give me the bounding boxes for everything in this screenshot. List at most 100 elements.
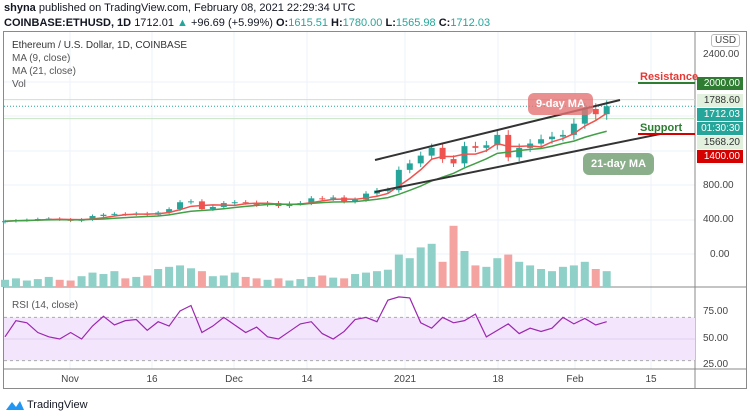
volume-bar bbox=[33, 279, 42, 287]
chart-title: Ethereum / U.S. Dollar, 1D, COINBASE bbox=[12, 40, 188, 51]
volume-bar bbox=[143, 275, 152, 287]
volume-bar bbox=[515, 261, 524, 287]
low: 1565.98 bbox=[395, 17, 436, 29]
open-label: O: bbox=[275, 17, 289, 29]
candle bbox=[417, 155, 424, 164]
volume-bar bbox=[263, 279, 272, 287]
symbol: COINBASE:ETHUSD, 1D bbox=[4, 17, 132, 29]
candle bbox=[439, 147, 446, 160]
high-label: H: bbox=[331, 17, 343, 29]
volume-bar bbox=[11, 278, 20, 287]
volume-bar bbox=[219, 275, 228, 287]
candle bbox=[330, 197, 337, 199]
price-tick: 400.00 bbox=[703, 214, 734, 225]
volume-bar bbox=[471, 265, 480, 287]
last-price-tag: 1712.03 bbox=[697, 108, 743, 121]
candle bbox=[2, 221, 8, 223]
publish-date: published on TradingView.com, February 0… bbox=[38, 2, 356, 14]
time-tick: 14 bbox=[301, 374, 313, 385]
volume-bar bbox=[66, 280, 75, 287]
volume-bar bbox=[591, 269, 600, 287]
volume-bar bbox=[460, 251, 469, 287]
time-tick: Nov bbox=[61, 374, 79, 385]
volume-bar bbox=[329, 277, 338, 287]
candle bbox=[428, 147, 435, 156]
volume-bar bbox=[580, 261, 589, 287]
candle bbox=[177, 202, 184, 210]
candle bbox=[395, 169, 402, 191]
candle bbox=[100, 214, 107, 217]
volume-bar bbox=[383, 269, 392, 287]
volume-bar bbox=[274, 278, 283, 287]
resistance-price-tag: 2000.00 bbox=[697, 77, 743, 90]
close: 1712.03 bbox=[450, 17, 491, 29]
price-tick: 0.00 bbox=[710, 249, 730, 260]
candle bbox=[570, 123, 577, 135]
price-tick: 800.00 bbox=[703, 180, 734, 191]
candle bbox=[406, 163, 413, 170]
volume-bar bbox=[558, 266, 567, 287]
volume-bar bbox=[504, 254, 513, 287]
candle bbox=[111, 213, 118, 215]
candle bbox=[559, 134, 566, 137]
legend-rsi: RSI (14, close) bbox=[12, 300, 79, 311]
volume-bar bbox=[307, 276, 316, 287]
volume-bar bbox=[537, 269, 546, 287]
resistance-label: Resistance bbox=[640, 71, 699, 83]
tradingview-logo[interactable]: TradingView bbox=[6, 399, 88, 411]
volume-bar bbox=[1, 279, 9, 287]
candle bbox=[166, 209, 173, 213]
candle bbox=[549, 136, 555, 140]
candle bbox=[483, 145, 490, 148]
time-tick: Dec bbox=[225, 374, 243, 385]
low-price-tag: 1568.20 bbox=[697, 136, 743, 149]
volume-bar bbox=[602, 271, 611, 287]
volume-bar bbox=[208, 276, 217, 287]
tradingview-logo-icon bbox=[6, 401, 24, 410]
time-tick: 16 bbox=[146, 374, 158, 385]
support-label: Support bbox=[640, 122, 683, 134]
volume-bar bbox=[55, 279, 64, 287]
volume-bar bbox=[351, 274, 360, 287]
ma9-line bbox=[4, 112, 608, 222]
volume-bar bbox=[569, 265, 578, 287]
legend-ma21: MA (21, close) bbox=[12, 66, 76, 77]
low-label: L: bbox=[385, 17, 396, 29]
volume-bar bbox=[340, 278, 349, 287]
change: +96.69 (+5.99%) bbox=[190, 17, 273, 29]
ma21-line bbox=[4, 130, 607, 222]
volume-bar bbox=[405, 258, 414, 287]
volume-bar bbox=[362, 272, 371, 287]
high: 1780.00 bbox=[342, 17, 383, 29]
publisher: shyna bbox=[4, 2, 36, 14]
channel-lower bbox=[374, 133, 661, 193]
high-price-tag: 1788.60 bbox=[697, 94, 743, 107]
up-arrow-icon: ▲ bbox=[177, 17, 188, 29]
rsi-line bbox=[4, 296, 607, 340]
volume-bar bbox=[230, 272, 239, 287]
volume-bar bbox=[449, 225, 458, 287]
legend-ma9: MA (9, close) bbox=[12, 53, 71, 64]
candle bbox=[231, 202, 238, 204]
candle bbox=[363, 193, 370, 200]
volume-bar bbox=[132, 276, 141, 287]
candle bbox=[352, 199, 359, 202]
volume-bar bbox=[186, 268, 195, 287]
chart-frame[interactable] bbox=[3, 31, 747, 389]
volume-bar bbox=[88, 272, 97, 287]
last-price: 1712.01 bbox=[134, 17, 174, 29]
candle bbox=[242, 202, 249, 204]
volume-bar bbox=[176, 265, 185, 287]
volume-bar bbox=[372, 271, 381, 287]
countdown-tag: 01:30:30 bbox=[697, 122, 743, 135]
volume-bar bbox=[110, 271, 119, 287]
volume-bar bbox=[252, 278, 261, 287]
brand-name: TradingView bbox=[27, 399, 88, 411]
currency-button[interactable]: USD bbox=[711, 34, 741, 47]
volume-bar bbox=[285, 280, 294, 287]
candle bbox=[494, 134, 501, 146]
volume-bar bbox=[482, 266, 491, 287]
open: 1615.51 bbox=[288, 17, 328, 29]
ma21-callout: 21-day MA bbox=[583, 153, 655, 175]
